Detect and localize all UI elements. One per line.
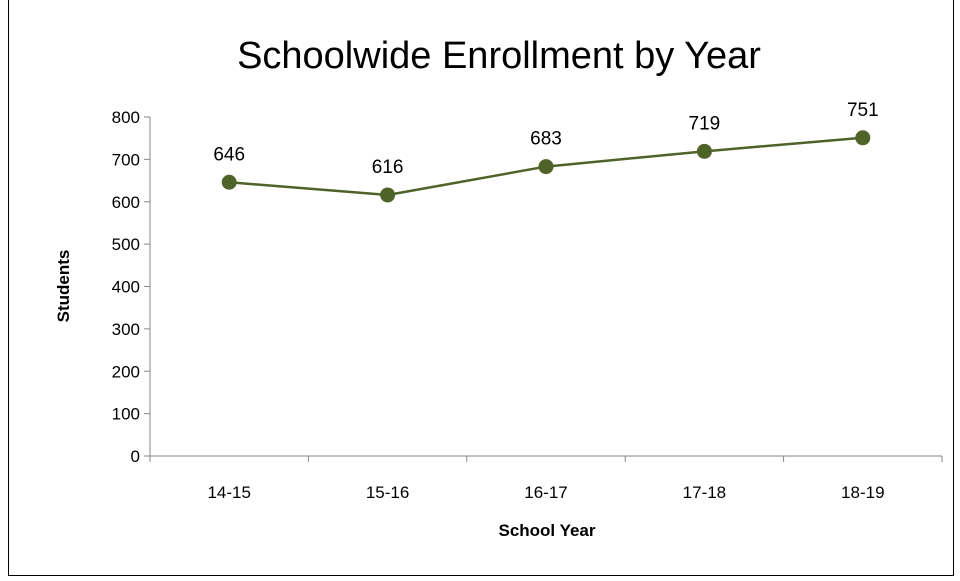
data-point [696,143,712,159]
data-point [538,159,554,175]
x-tick-label: 17-18 [683,483,726,502]
chart-frame: Schoolwide Enrollment by Year Students S… [8,0,954,576]
y-tick-label: 100 [112,405,140,424]
chart-title: Schoolwide Enrollment by Year [237,35,761,77]
data-label: 751 [847,100,879,121]
data-label: 646 [213,144,245,165]
y-axis: 0 100 200 300 400 500 600 700 800 [112,108,151,466]
data-labels: 646 616 683 719 751 [213,100,878,178]
data-point [380,187,396,203]
data-point [221,174,237,190]
x-tick-label: 14-15 [207,483,250,502]
data-label: 719 [689,113,721,134]
x-tick-label: 16-17 [524,483,567,502]
data-label: 616 [372,157,404,178]
y-tick-label: 500 [112,235,140,254]
x-tick-label: 18-19 [841,483,884,502]
y-tick-label: 300 [112,320,140,339]
y-axis-label: Students [54,250,73,323]
x-axis: 14-15 15-16 16-17 17-18 18-19 [149,455,943,502]
y-tick-label: 800 [112,108,140,127]
data-point [855,130,871,146]
x-tick-label: 15-16 [366,483,409,502]
y-tick-label: 700 [112,150,140,169]
x-axis-label: School Year [498,521,595,540]
line-chart: Schoolwide Enrollment by Year Students S… [54,35,943,540]
y-tick-label: 400 [112,278,140,297]
data-points [221,130,871,203]
y-tick-label: 600 [112,193,140,212]
y-tick-label: 0 [131,447,140,466]
y-tick-label: 200 [112,362,140,381]
data-label: 683 [530,129,562,150]
